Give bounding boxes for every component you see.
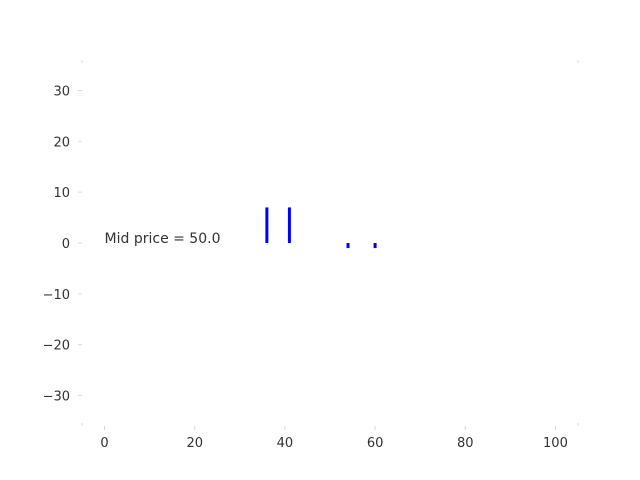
x-tick-label: 40 <box>277 436 294 451</box>
y-tick-label: −20 <box>43 339 70 354</box>
x-tick-label: 0 <box>100 436 108 451</box>
x-tick-label: 100 <box>543 436 568 451</box>
y-axis: −30 −20 −10 0 10 20 30 <box>43 60 579 426</box>
bar <box>265 207 269 243</box>
mid-price-annotation: Mid price = 50.0 <box>105 231 221 247</box>
y-tick-label: 0 <box>62 237 70 252</box>
x-tick-label: 80 <box>457 436 474 451</box>
x-tick-label: 60 <box>367 436 384 451</box>
x-axis: 0 20 40 60 80 100 <box>100 426 568 451</box>
y-tick-label: 20 <box>53 135 70 150</box>
bar <box>346 243 350 249</box>
bar-series <box>265 207 377 249</box>
bar <box>287 207 291 243</box>
y-tick-label: −10 <box>43 288 70 303</box>
y-tick-label: 30 <box>53 85 70 100</box>
x-tick-label: 20 <box>186 436 203 451</box>
y-tick-label: −30 <box>43 390 70 405</box>
bar <box>373 243 377 249</box>
y-tick-label: 10 <box>53 186 70 201</box>
